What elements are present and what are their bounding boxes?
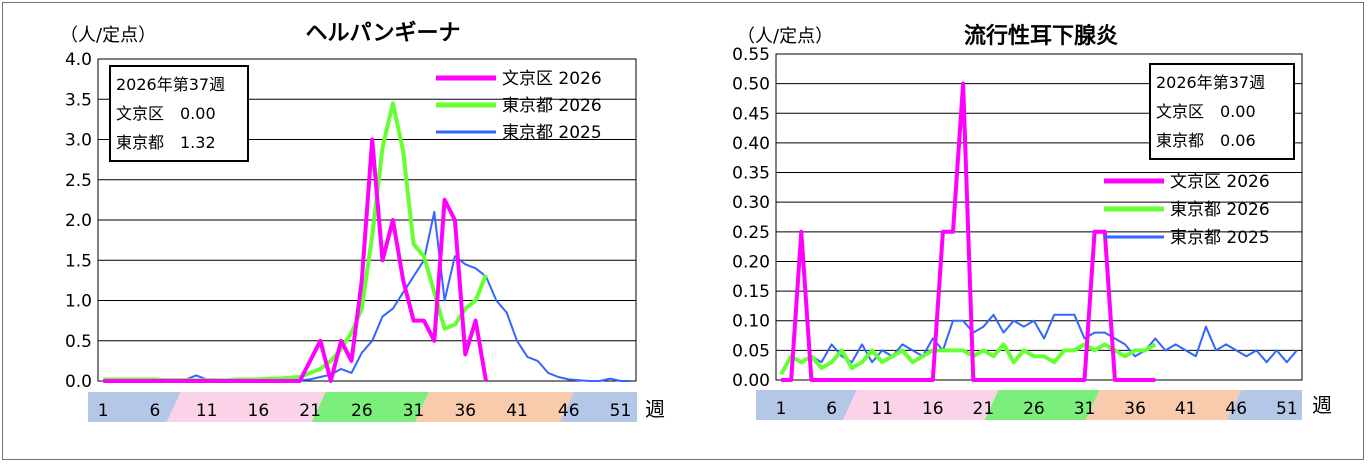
herpangina-week-tick-label: 46 — [558, 401, 580, 421]
mumps-y-tick-label: 0.35 — [732, 164, 770, 184]
herpangina-info-line: 2026年第37週 — [116, 75, 225, 94]
herpangina-info-line: 東京都 1.32 — [116, 133, 216, 152]
herpangina-info-box — [109, 65, 249, 162]
mumps-week-tick-label: 16 — [922, 399, 944, 419]
herpangina-y-tick-label: 1.0 — [65, 292, 92, 312]
herpangina-week-tick-label: 11 — [196, 401, 218, 421]
mumps-y-tick-label: 0.20 — [732, 252, 770, 272]
herpangina-y-tick-label: 2.5 — [65, 171, 92, 191]
mumps-week-tick-label: 51 — [1276, 399, 1298, 419]
herpangina-season-band — [88, 392, 181, 422]
mumps-y-tick-label: 0.15 — [732, 282, 770, 302]
mumps-series-line-1 — [779, 342, 1157, 376]
herpangina-season-band — [311, 392, 430, 422]
herpangina-week-tick-label: 16 — [248, 401, 270, 421]
mumps-y-tick-label: 0.25 — [732, 223, 770, 243]
mumps-week-tick-label: 11 — [871, 399, 893, 419]
herpangina-y-tick-label: 0.0 — [65, 372, 92, 392]
herpangina-week-tick-label: 31 — [403, 401, 425, 421]
herpangina-series-line-0 — [103, 137, 488, 383]
herpangina-info-line: 文京区 0.00 — [116, 104, 216, 123]
herpangina-series-line-2 — [103, 210, 631, 382]
herpangina-y-tick-label: 1.5 — [65, 251, 92, 271]
mumps-y-tick-label: 0.10 — [732, 312, 770, 332]
mumps-y-tick-label: 0.00 — [732, 371, 770, 391]
herpangina-season-band — [415, 392, 574, 422]
mumps-week-tick-label: 41 — [1175, 399, 1197, 419]
mumps-y-tick-label: 0.30 — [732, 193, 770, 213]
herpangina-chart-title: ヘルパンギーナ — [305, 21, 460, 46]
mumps-week-tick-label: 36 — [1124, 399, 1146, 419]
mumps-legend-label: 東京都 2025 — [1170, 228, 1270, 248]
herpangina-y-axis-label: （人/定点） — [60, 25, 156, 46]
herpangina-season-band — [559, 392, 637, 422]
herpangina-legend-label: 文京区 2026 — [502, 69, 602, 89]
herpangina-y-tick-label: 3.5 — [65, 90, 92, 110]
mumps-season-band — [756, 390, 857, 420]
mumps-info-box — [1149, 63, 1295, 160]
herpangina-y-tick-label: 3.0 — [65, 131, 92, 151]
mumps-y-tick-label: 0.45 — [732, 104, 770, 124]
mumps-week-tick-label: 21 — [973, 399, 995, 419]
mumps-week-unit-label: 週 — [1312, 393, 1332, 417]
herpangina-season-band — [166, 392, 326, 422]
herpangina-y-tick-label: 0.5 — [65, 332, 92, 352]
herpangina-week-tick-label: 36 — [454, 401, 476, 421]
herpangina-week-tick-label: 1 — [98, 401, 109, 421]
mumps-info-line: 2026年第37週 — [1156, 73, 1265, 92]
mumps-season-band — [1227, 390, 1302, 420]
mumps-season-band — [842, 390, 999, 420]
mumps-legend-label: 文京区 2026 — [1170, 172, 1270, 192]
mumps-y-axis-label: （人/定点） — [737, 26, 833, 47]
herpangina-legend-label: 東京都 2025 — [502, 123, 602, 143]
mumps-y-tick-label: 0.55 — [732, 45, 770, 65]
herpangina-week-tick-label: 26 — [351, 401, 373, 421]
mumps-legend-label: 東京都 2026 — [1170, 200, 1270, 220]
mumps-y-tick-label: 0.05 — [732, 341, 770, 361]
mumps-y-tick-label: 0.40 — [732, 134, 770, 154]
mumps-week-tick-label: 31 — [1074, 399, 1096, 419]
herpangina-week-tick-label: 51 — [610, 401, 632, 421]
mumps-week-tick-label: 6 — [826, 399, 837, 419]
mumps-week-tick-label: 46 — [1225, 399, 1247, 419]
mumps-season-band — [1085, 390, 1242, 420]
mumps-series-line-0 — [781, 81, 1156, 382]
mumps-week-tick-label: 1 — [776, 399, 787, 419]
herpangina-week-unit-label: 週 — [645, 397, 665, 421]
mumps-info-line: 文京区 0.00 — [1156, 102, 1256, 121]
herpangina-y-tick-label: 4.0 — [65, 50, 92, 70]
herpangina-week-tick-label: 41 — [506, 401, 528, 421]
herpangina-week-tick-label: 6 — [149, 401, 160, 421]
mumps-week-tick-label: 26 — [1023, 399, 1045, 419]
herpangina-legend-label: 東京都 2026 — [502, 96, 602, 116]
mumps-y-tick-label: 0.50 — [732, 75, 770, 95]
mumps-season-band — [984, 390, 1100, 420]
herpangina-y-tick-label: 2.0 — [65, 211, 92, 231]
mumps-chart-title: 流行性耳下腺炎 — [964, 23, 1118, 49]
herpangina-week-tick-label: 21 — [299, 401, 321, 421]
mumps-info-line: 東京都 0.06 — [1156, 131, 1256, 150]
